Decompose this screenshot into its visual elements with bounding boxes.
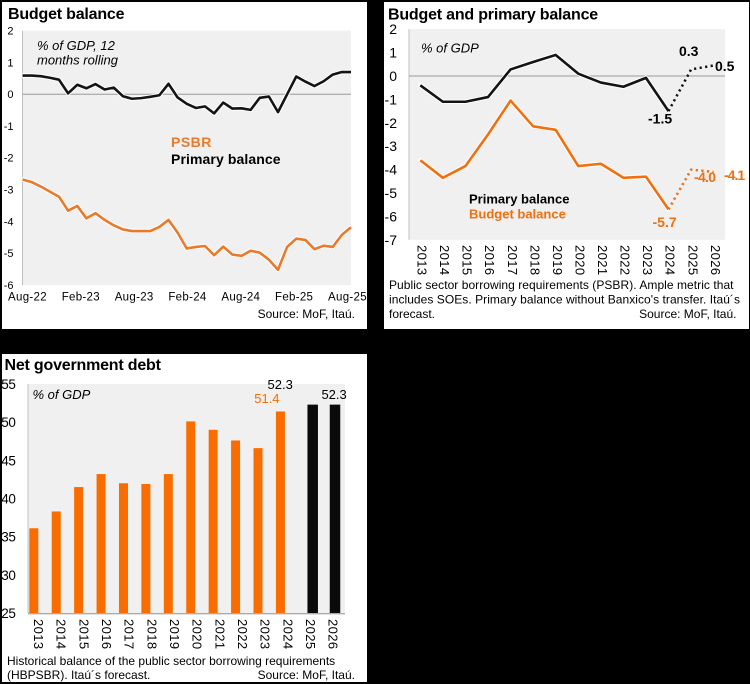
svg-text:2014: 2014	[54, 619, 69, 650]
svg-text:2020: 2020	[190, 619, 205, 650]
svg-text:-4: -4	[4, 216, 14, 228]
svg-text:Aug-25: Aug-25	[328, 292, 367, 304]
svg-text:2024: 2024	[280, 619, 295, 650]
svg-text:2018: 2018	[144, 619, 159, 650]
svg-text:2020: 2020	[572, 245, 587, 276]
svg-text:2021: 2021	[212, 619, 227, 650]
svg-text:2022: 2022	[618, 245, 633, 276]
svg-text:55: 55	[2, 377, 16, 392]
svg-text:% of GDP: % of GDP	[33, 387, 91, 402]
svg-text:0.5: 0.5	[715, 58, 735, 74]
svg-text:2016: 2016	[99, 619, 114, 650]
svg-text:-1: -1	[385, 91, 398, 107]
svg-text:Historical balance of the publ: Historical balance of the public sector …	[7, 654, 335, 668]
svg-text:1: 1	[389, 45, 397, 61]
svg-text:(HBPSBR). Itaú´s forecast.: (HBPSBR). Itaú´s forecast.	[7, 668, 150, 682]
svg-text:30: 30	[2, 568, 16, 583]
svg-text:-3: -3	[4, 185, 14, 197]
svg-text:50: 50	[2, 415, 16, 430]
svg-text:-2: -2	[385, 115, 398, 131]
svg-text:2018: 2018	[527, 245, 542, 276]
svg-text:Feb-23: Feb-23	[62, 292, 100, 304]
svg-text:Source: MoF, Itaú.: Source: MoF, Itaú.	[258, 668, 355, 682]
svg-text:Primary balance: Primary balance	[469, 192, 569, 207]
svg-text:includes SOEs. Primary balance: includes SOEs. Primary balance without B…	[389, 293, 740, 307]
svg-text:2019: 2019	[167, 619, 182, 650]
svg-text:Source: MoF, Itaú.: Source: MoF, Itaú.	[639, 307, 736, 321]
svg-text:forecast.: forecast.	[389, 307, 435, 321]
svg-text:Budget balance: Budget balance	[8, 6, 125, 23]
svg-text:52.3: 52.3	[321, 387, 346, 402]
svg-text:Budget and primary balance: Budget and primary balance	[388, 7, 598, 24]
svg-text:2013: 2013	[415, 245, 430, 276]
svg-text:-1: -1	[4, 121, 14, 133]
svg-text:52.3: 52.3	[268, 377, 293, 392]
svg-text:2023: 2023	[258, 619, 273, 650]
svg-text:2016: 2016	[482, 245, 497, 276]
svg-text:2025: 2025	[303, 619, 318, 650]
svg-text:2015: 2015	[460, 245, 475, 276]
svg-text:0.3: 0.3	[679, 43, 699, 59]
svg-text:Aug-23: Aug-23	[115, 292, 154, 304]
svg-text:2021: 2021	[595, 245, 610, 276]
svg-text:months rolling: months rolling	[37, 53, 119, 68]
svg-text:-6: -6	[4, 280, 14, 292]
svg-text:Source: MoF, Itaú.: Source: MoF, Itaú.	[258, 307, 355, 321]
svg-text:% of GDP, 12: % of GDP, 12	[37, 38, 116, 53]
svg-text:2: 2	[7, 26, 13, 38]
svg-text:Net government debt: Net government debt	[5, 357, 162, 374]
svg-text:2025: 2025	[685, 245, 700, 276]
svg-text:Aug-24: Aug-24	[221, 292, 260, 304]
svg-text:-2: -2	[4, 153, 14, 165]
svg-text:Feb-25: Feb-25	[275, 292, 313, 304]
svg-text:2022: 2022	[235, 619, 250, 650]
svg-text:2026: 2026	[326, 619, 341, 650]
svg-text:PSBR: PSBR	[171, 134, 212, 150]
svg-text:40: 40	[2, 492, 16, 507]
svg-text:-4.1: -4.1	[724, 167, 745, 183]
svg-text:Public sector borrowing requir: Public sector borrowing requirements (PS…	[389, 278, 734, 292]
svg-text:2017: 2017	[505, 245, 520, 276]
svg-text:-5: -5	[4, 248, 14, 260]
svg-text:35: 35	[2, 530, 16, 545]
svg-text:2014: 2014	[437, 245, 452, 276]
svg-text:2026: 2026	[708, 245, 723, 276]
svg-text:2017: 2017	[122, 619, 137, 650]
svg-text:2015: 2015	[76, 619, 91, 650]
svg-text:-4.0: -4.0	[694, 169, 716, 185]
svg-text:0: 0	[7, 89, 13, 101]
svg-text:2: 2	[389, 21, 397, 37]
svg-text:Feb-24: Feb-24	[168, 292, 207, 304]
svg-text:-6: -6	[385, 208, 398, 224]
svg-text:1: 1	[7, 57, 13, 69]
svg-text:45: 45	[2, 453, 16, 468]
svg-text:-4: -4	[385, 162, 398, 178]
svg-text:2019: 2019	[550, 245, 565, 276]
svg-text:Aug-22: Aug-22	[8, 292, 47, 304]
svg-text:-1.5: -1.5	[648, 111, 672, 127]
svg-text:-5.7: -5.7	[653, 214, 677, 230]
svg-text:0: 0	[389, 68, 397, 84]
svg-text:Primary balance: Primary balance	[171, 151, 281, 167]
svg-text:% of GDP: % of GDP	[421, 41, 479, 56]
svg-text:51.4: 51.4	[254, 391, 279, 406]
svg-text:-5: -5	[385, 185, 398, 201]
svg-text:2024: 2024	[663, 245, 678, 276]
svg-text:Budget balance: Budget balance	[469, 207, 566, 222]
svg-text:25: 25	[2, 606, 16, 621]
svg-text:2023: 2023	[640, 245, 655, 276]
svg-text:-7: -7	[385, 232, 398, 248]
svg-text:2013: 2013	[31, 619, 46, 650]
svg-text:-3: -3	[385, 138, 398, 154]
